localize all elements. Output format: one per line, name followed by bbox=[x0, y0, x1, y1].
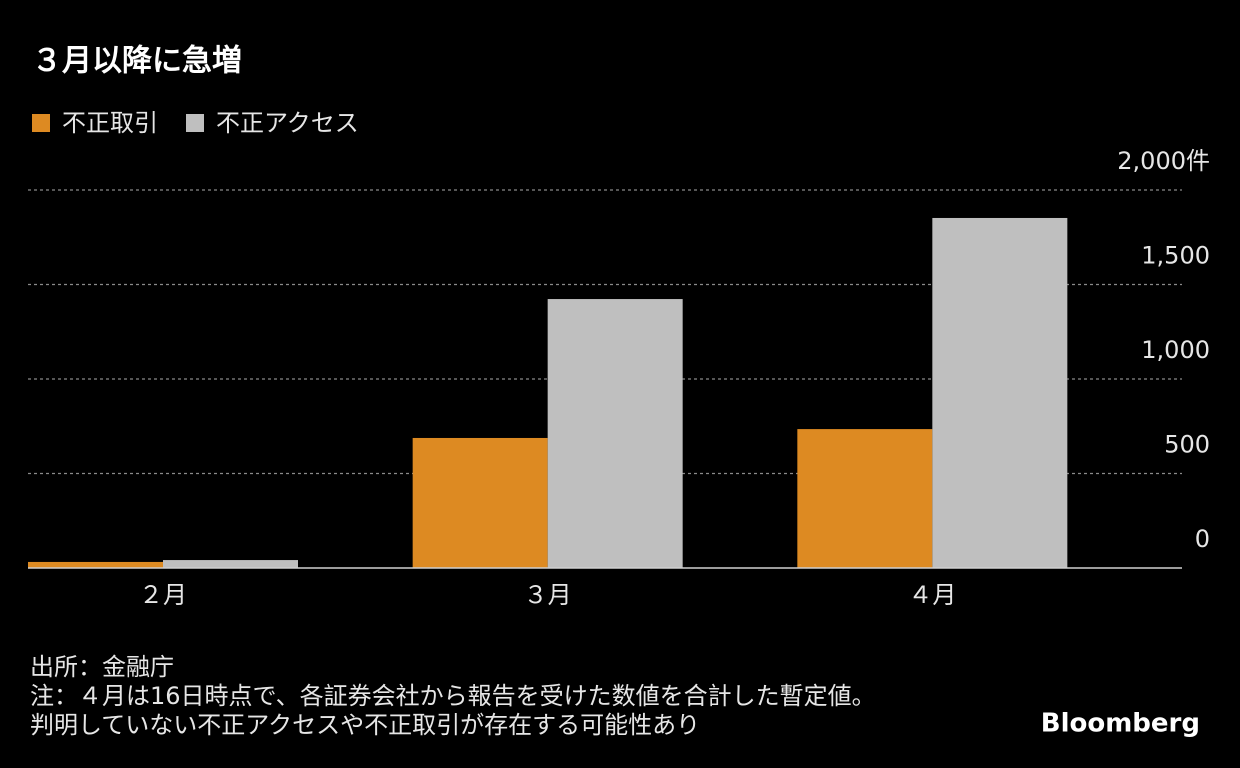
bar bbox=[932, 217, 1068, 569]
x-tick-label: ２月 bbox=[139, 581, 187, 609]
bar bbox=[412, 437, 548, 568]
bar bbox=[28, 561, 163, 568]
bar bbox=[163, 560, 298, 568]
x-tick-label: ４月 bbox=[908, 581, 956, 609]
brand: Bloomberg bbox=[1041, 709, 1200, 739]
legend-label: 不正取引 bbox=[62, 109, 158, 137]
note: 注：４月は16日時点で、各証券会社から報告を受けた数値を合計した暫定値。 bbox=[30, 682, 876, 710]
y-tick-label: 1,000 bbox=[1141, 336, 1210, 364]
legend-swatch bbox=[186, 114, 204, 132]
y-tick-label: 500 bbox=[1164, 431, 1210, 459]
y-tick-label: 2,000件 bbox=[1117, 147, 1210, 175]
chart-title: ３月以降に急増 bbox=[32, 44, 242, 79]
bar bbox=[547, 299, 683, 568]
y-tick-label: 0 bbox=[1195, 525, 1210, 553]
source: 出所：金融庁 bbox=[30, 653, 174, 681]
legend: 不正取引 不正アクセス bbox=[32, 109, 359, 137]
x-tick-label: ３月 bbox=[524, 581, 572, 609]
note: 判明していない不正アクセスや不正取引が存在する可能性あり bbox=[30, 711, 700, 739]
y-tick-label: 1,500 bbox=[1141, 242, 1210, 270]
bar bbox=[797, 429, 933, 568]
legend-swatch bbox=[32, 114, 50, 132]
legend-label: 不正アクセス bbox=[216, 109, 359, 137]
